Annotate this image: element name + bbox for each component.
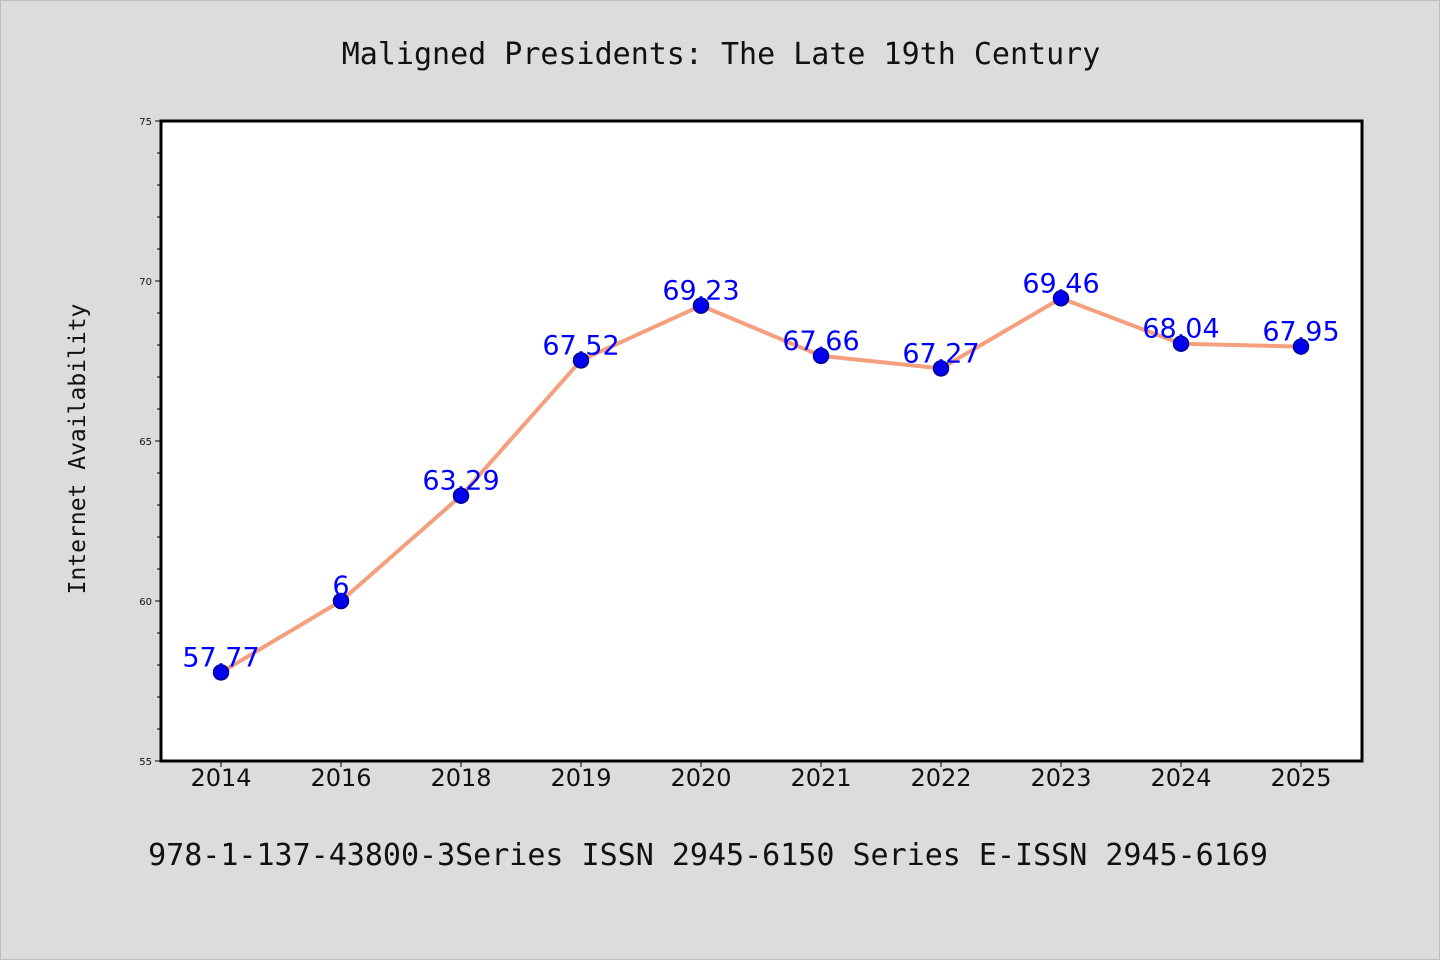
x-tick-label: 2016	[310, 764, 371, 792]
data-label: 68.04	[1142, 314, 1219, 345]
y-axis: 55 60 65 70 75	[139, 117, 161, 768]
data-point	[932, 360, 950, 377]
plot-area	[159, 119, 1364, 763]
data-point	[452, 487, 470, 504]
data-point	[572, 352, 590, 369]
x-tick-label: 2018	[430, 764, 491, 792]
chart-title: Maligned Presidents: The Late 19th Centu…	[342, 37, 1101, 72]
data-label: 67.27	[902, 338, 979, 369]
series-layer: 57.77 6 63.29 67.52 69.23 67.66 67.27 69.46 68.0…	[182, 268, 1340, 681]
data-point	[1052, 290, 1070, 307]
y-tick-label: 70	[139, 277, 152, 288]
x-tick-label: 2014	[190, 764, 251, 792]
series-line	[219, 296, 1303, 675]
data-label: 63.29	[422, 466, 499, 497]
data-point	[692, 297, 710, 314]
data-point	[212, 664, 230, 681]
x-tick-label: 2020	[670, 764, 731, 792]
x-axis: 2014 2016 2018 2019 2020 2021 2022 2023 2024 2025	[190, 761, 1332, 792]
data-label: 6	[332, 571, 349, 602]
y-tick-label: 60	[139, 597, 152, 608]
x-tick-label: 2024	[1150, 764, 1211, 792]
x-tick-label: 2019	[550, 764, 611, 792]
data-label: 67.66	[782, 326, 859, 357]
y-axis-label: Internet Availability	[65, 304, 91, 595]
y-tick-label: 75	[139, 117, 152, 128]
data-label: 57.77	[182, 642, 259, 673]
data-point	[332, 592, 350, 610]
x-tick-label: 2021	[790, 764, 851, 792]
data-label: 67.95	[1262, 317, 1339, 348]
x-tick-label: 2025	[1270, 764, 1331, 792]
data-point	[1292, 338, 1310, 355]
x-tick-label: 2023	[1030, 764, 1091, 792]
y-tick-label: 55	[139, 757, 152, 768]
data-label: 69.46	[1022, 268, 1099, 299]
y-tick-label: 65	[139, 437, 152, 448]
x-tick-label: 2022	[910, 764, 971, 792]
data-point	[812, 347, 830, 365]
data-point	[1172, 335, 1190, 352]
footer-isbn-text: 978-1-137-43800-3Series ISSN 2945-6150 S…	[148, 838, 1268, 873]
data-label: 67.52	[542, 330, 619, 361]
data-label: 69.23	[662, 276, 739, 307]
